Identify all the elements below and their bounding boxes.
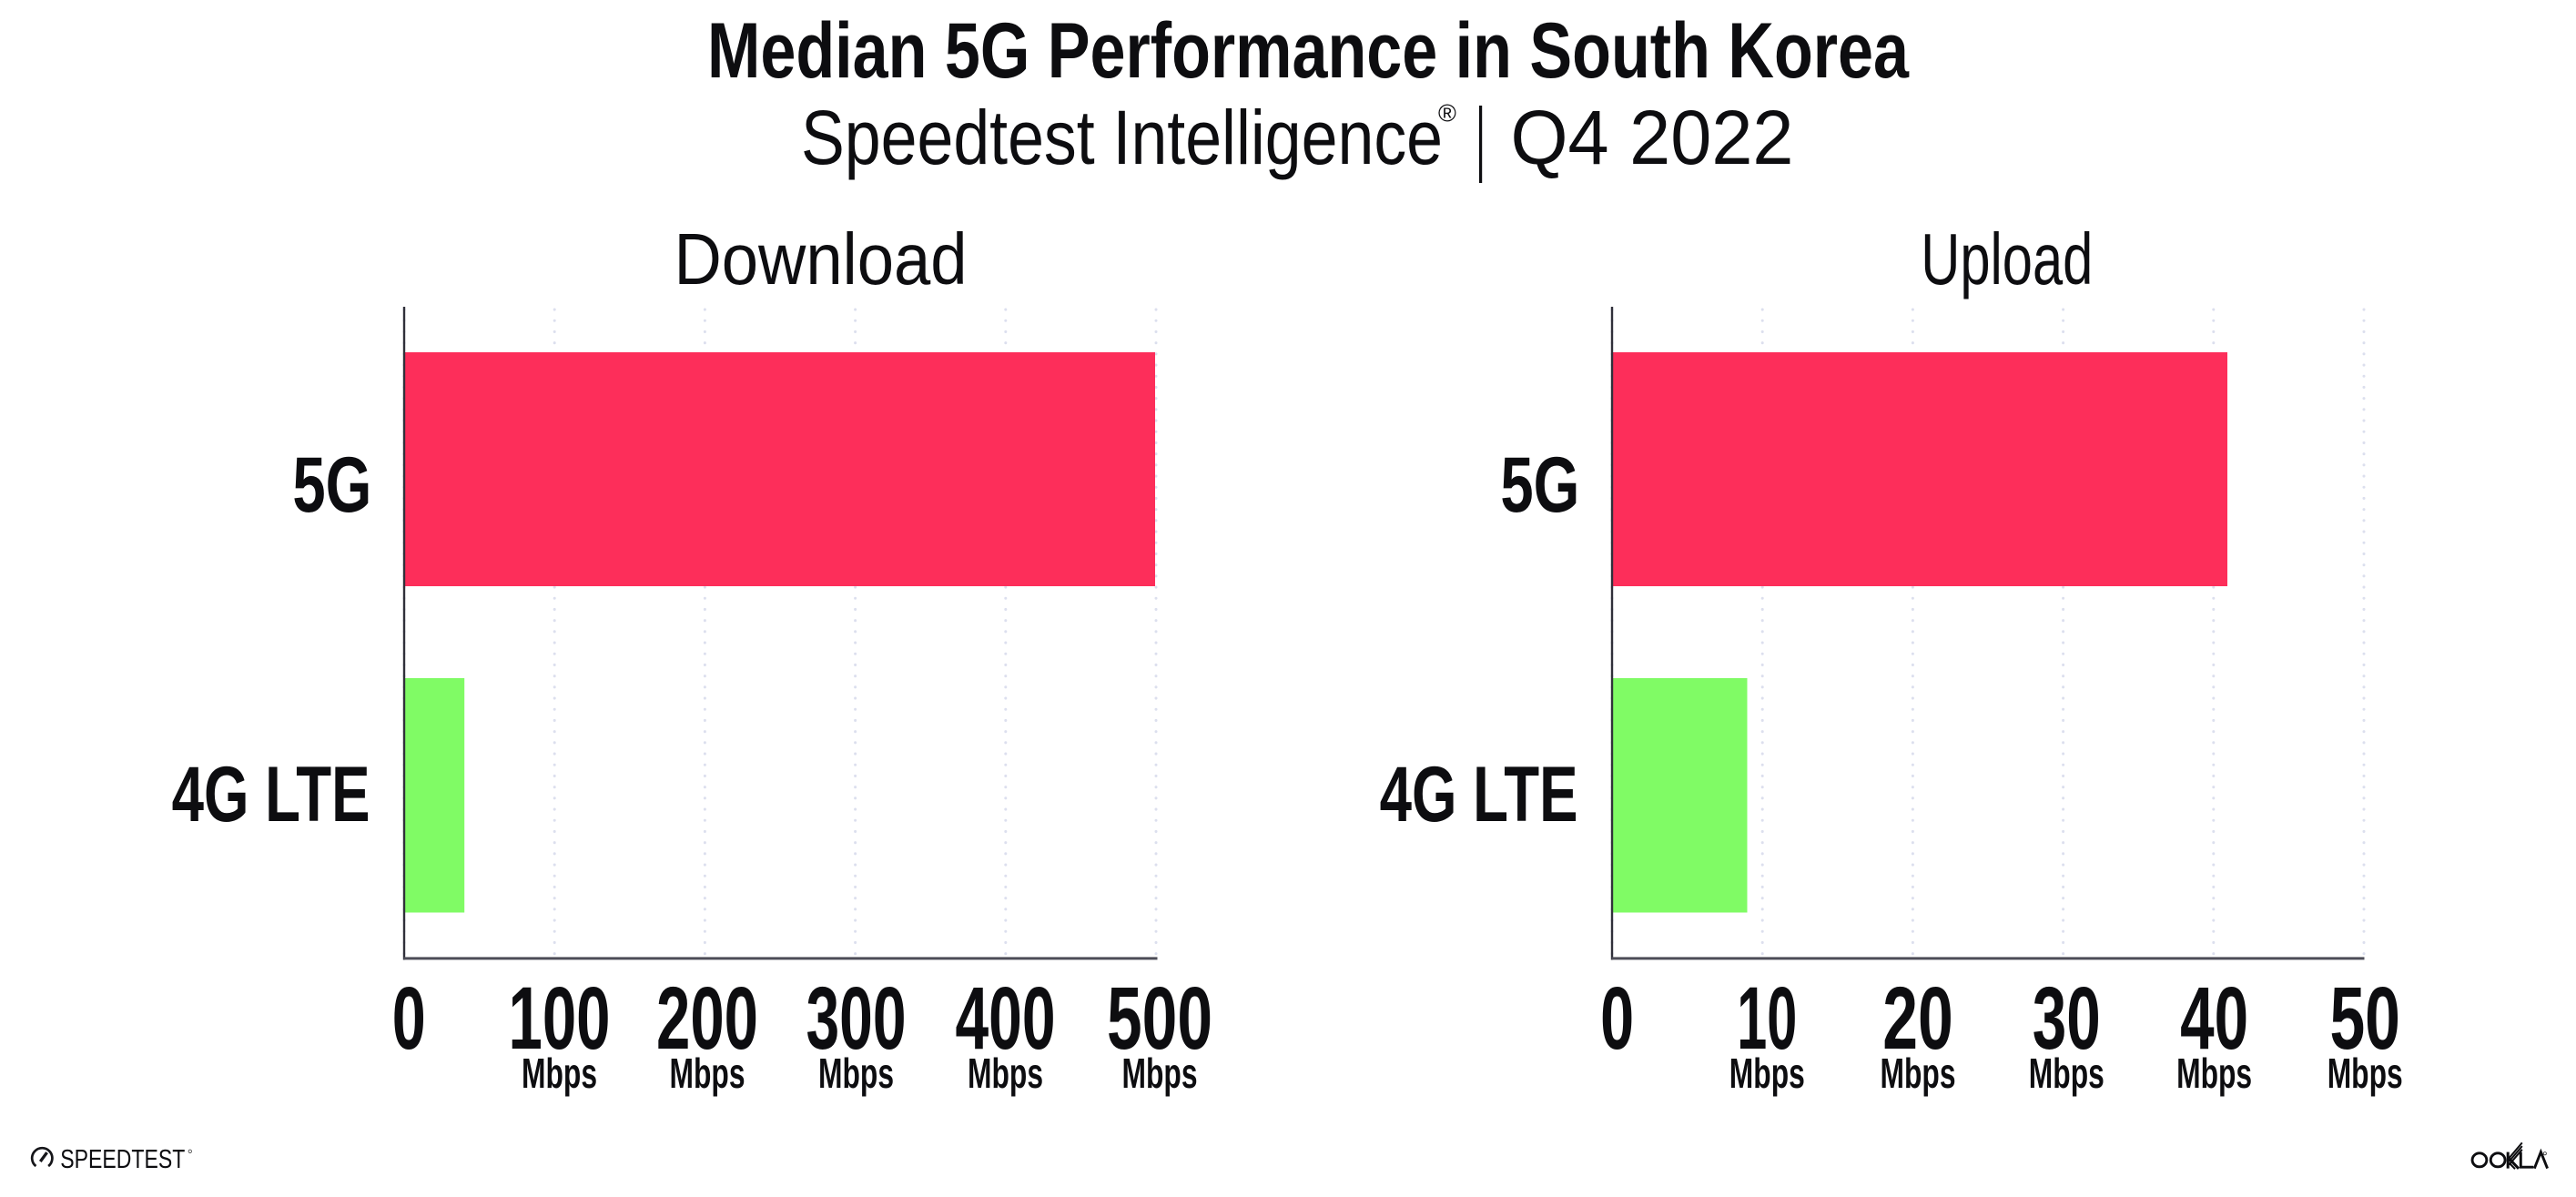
svg-text:Mbps: Mbps bbox=[1881, 1050, 1956, 1097]
svg-text:4G LTE: 4G LTE bbox=[1380, 751, 1578, 838]
svg-text:Q4 2022: Q4 2022 bbox=[1511, 95, 1794, 180]
svg-text:Mbps: Mbps bbox=[968, 1050, 1043, 1097]
svg-text:30: 30 bbox=[2033, 969, 2101, 1068]
svg-text:Speedtest Intelligence: Speedtest Intelligence bbox=[801, 95, 1443, 180]
svg-text:200: 200 bbox=[656, 969, 758, 1068]
svg-text:Median 5G Performance in South: Median 5G Performance in South Korea bbox=[707, 7, 1910, 95]
svg-text:4G LTE: 4G LTE bbox=[172, 751, 370, 838]
svg-text:400: 400 bbox=[956, 969, 1056, 1068]
svg-text:Mbps: Mbps bbox=[2176, 1050, 2252, 1097]
svg-text:Mbps: Mbps bbox=[2328, 1050, 2403, 1097]
svg-text:Mbps: Mbps bbox=[818, 1050, 894, 1097]
svg-text:5G: 5G bbox=[1500, 441, 1579, 529]
svg-text:0: 0 bbox=[1600, 969, 1634, 1068]
svg-text:10: 10 bbox=[1737, 969, 1797, 1068]
svg-text:300: 300 bbox=[806, 969, 907, 1068]
svg-text:Download: Download bbox=[674, 218, 968, 299]
svg-text:Mbps: Mbps bbox=[522, 1050, 597, 1097]
svg-text:SPEEDTEST: SPEEDTEST bbox=[60, 1145, 185, 1174]
svg-text:Mbps: Mbps bbox=[670, 1050, 745, 1097]
svg-text:®: ® bbox=[1438, 100, 1456, 127]
svg-text:100: 100 bbox=[509, 969, 611, 1068]
svg-text:Upload: Upload bbox=[1921, 218, 2093, 299]
svg-text:0: 0 bbox=[392, 969, 426, 1068]
svg-text:Mbps: Mbps bbox=[2029, 1050, 2104, 1097]
svg-text:500: 500 bbox=[1107, 969, 1212, 1068]
svg-text:50: 50 bbox=[2329, 969, 2400, 1068]
svg-text:20: 20 bbox=[1882, 969, 1953, 1068]
svg-text:40: 40 bbox=[2180, 969, 2248, 1068]
svg-text:Mbps: Mbps bbox=[1122, 1050, 1198, 1097]
svg-text:Mbps: Mbps bbox=[1729, 1050, 1805, 1097]
svg-text:5G: 5G bbox=[292, 441, 371, 529]
